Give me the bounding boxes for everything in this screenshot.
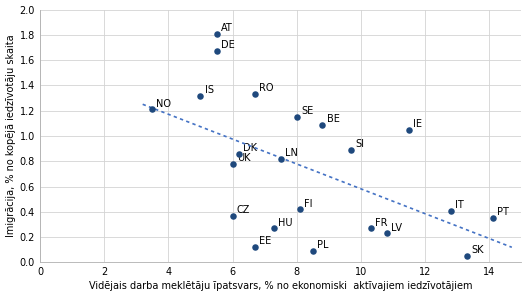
Text: PT: PT <box>497 207 509 217</box>
Point <box>148 107 157 112</box>
Point <box>318 122 327 127</box>
Point <box>347 148 356 152</box>
Text: LN: LN <box>285 148 298 158</box>
Point <box>228 162 237 166</box>
Point <box>296 207 304 212</box>
Point <box>463 254 471 258</box>
Text: PL: PL <box>317 240 328 250</box>
Y-axis label: Imigrācija, % no kopējā iedzīvotāju skaita: Imigrācija, % no kopējā iedzīvotāju skai… <box>6 35 16 237</box>
Text: UK: UK <box>237 153 250 163</box>
Point <box>235 151 243 156</box>
Text: BE: BE <box>327 114 339 124</box>
Text: DE: DE <box>221 40 235 50</box>
Text: FI: FI <box>304 198 313 208</box>
Text: IE: IE <box>413 119 422 129</box>
Text: NO: NO <box>157 99 171 109</box>
Point <box>489 216 497 221</box>
Text: HU: HU <box>278 217 293 228</box>
Point <box>270 226 278 231</box>
Text: IT: IT <box>455 200 464 210</box>
X-axis label: Vidējais darba meklētāju īpatsvars, % no ekonomiski  aktīvajiem iedzīvotājiem: Vidējais darba meklētāju īpatsvars, % no… <box>89 282 472 291</box>
Text: EE: EE <box>259 236 271 247</box>
Point <box>251 92 259 97</box>
Point <box>277 156 285 161</box>
Text: AT: AT <box>221 23 232 33</box>
Point <box>251 245 259 249</box>
Point <box>196 93 204 98</box>
Text: LV: LV <box>391 222 402 233</box>
Point <box>212 49 221 54</box>
Point <box>212 31 221 36</box>
Text: SE: SE <box>301 106 313 116</box>
Text: DK: DK <box>243 143 257 153</box>
Point <box>292 115 301 119</box>
Text: FR: FR <box>375 217 387 228</box>
Point <box>228 213 237 218</box>
Text: CZ: CZ <box>237 205 250 215</box>
Text: IS: IS <box>204 85 213 95</box>
Point <box>366 226 375 231</box>
Text: SK: SK <box>471 245 484 255</box>
Point <box>405 127 413 132</box>
Point <box>383 231 391 236</box>
Point <box>309 249 317 253</box>
Point <box>446 208 455 213</box>
Text: RO: RO <box>259 83 274 94</box>
Text: SI: SI <box>356 139 365 149</box>
